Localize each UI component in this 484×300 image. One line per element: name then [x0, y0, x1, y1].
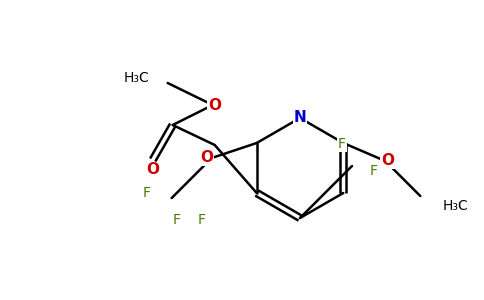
Text: F: F — [197, 213, 206, 227]
Text: F: F — [143, 186, 151, 200]
Text: O: O — [381, 154, 394, 169]
Text: F: F — [338, 137, 346, 151]
Text: O: O — [146, 163, 159, 178]
Text: O: O — [208, 98, 221, 112]
Text: H₃C: H₃C — [442, 199, 468, 213]
Text: H₃C: H₃C — [124, 71, 150, 85]
Text: N: N — [294, 110, 306, 125]
Text: F: F — [370, 164, 378, 178]
Text: F: F — [173, 213, 181, 227]
Text: O: O — [200, 151, 213, 166]
